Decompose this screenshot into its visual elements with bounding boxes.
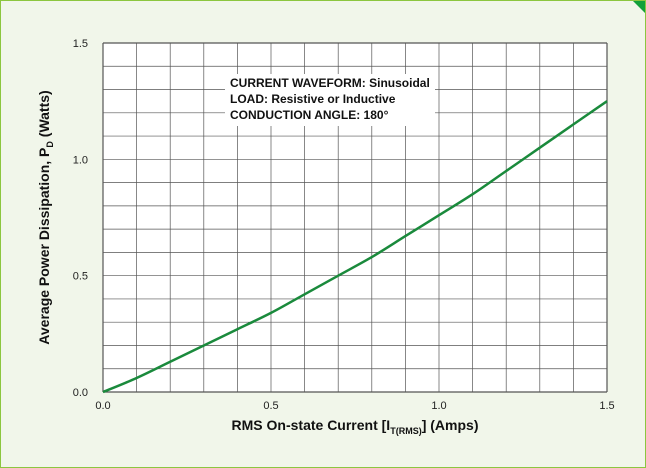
x-axis-title-unit: ] (Amps) [422, 417, 479, 433]
y-tick-label: 1.5 [73, 38, 88, 50]
x-tick-label: 1.5 [599, 400, 614, 412]
x-tick-labels: 0.0 0.5 1.0 1.5 [95, 400, 614, 412]
x-axis-title-main: RMS On-state Current [I [232, 417, 391, 433]
y-tick-label: 0.0 [73, 387, 88, 399]
x-tick-label: 1.0 [431, 400, 446, 412]
annotation-box: CURRENT WAVEFORM: Sinusoidal LOAD: Resis… [225, 74, 435, 126]
y-tick-label: 1.0 [73, 154, 88, 166]
annotation-background [225, 74, 435, 126]
x-axis-title-subscript: T(RMS) [390, 426, 422, 436]
y-axis-title-main: Average Power Dissipation, P [36, 148, 52, 345]
annotation-load: LOAD: Resistive or Inductive [230, 92, 396, 106]
y-tick-label: 0.5 [73, 271, 88, 283]
y-axis-title-subscript: D [45, 141, 55, 148]
corner-accent [633, 1, 645, 13]
y-tick-labels: 0.0 0.5 1.0 1.5 [73, 38, 88, 399]
annotation-waveform: CURRENT WAVEFORM: Sinusoidal [230, 76, 430, 90]
series-line [102, 100, 608, 394]
x-axis-title: RMS On-state Current [IT(RMS)] (Amps) [232, 417, 479, 436]
annotation-conduction-angle: CONDUCTION ANGLE: 180° [230, 108, 389, 122]
grid-lines [102, 42, 608, 393]
y-axis-title: Average Power Dissipation, PD (Watts) [36, 90, 55, 344]
x-tick-label: 0.0 [95, 400, 110, 412]
x-tick-label: 0.5 [263, 400, 278, 412]
y-axis-title-unit: (Watts) [36, 90, 52, 141]
